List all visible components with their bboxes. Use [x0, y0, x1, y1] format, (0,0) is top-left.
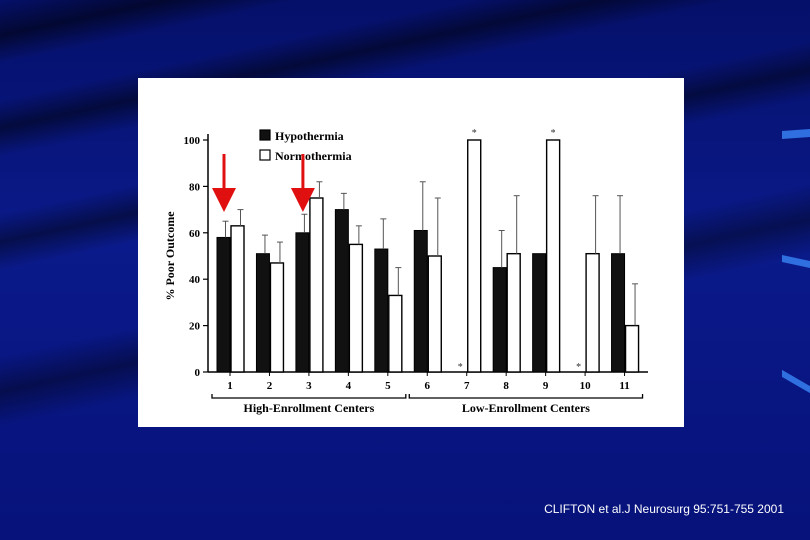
- normothermia-bar: [624, 324, 640, 373]
- hypothermia-bar: [492, 267, 507, 373]
- x-tick-label: 4: [346, 380, 352, 392]
- zero-value-asterisk: *: [458, 362, 463, 373]
- y-tick-label: 100: [184, 135, 201, 147]
- hypothermia-bar: [334, 209, 349, 373]
- normothermia-bar: [388, 294, 403, 373]
- decorative-bar: [782, 255, 810, 268]
- group-bracket: [211, 394, 407, 399]
- decorative-bar: [782, 369, 810, 394]
- decorative-bar: [782, 129, 810, 139]
- normothermia-bar: [348, 243, 364, 373]
- citation: CLIFTON et al.J Neurosurg 95:751-755 200…: [544, 502, 784, 516]
- x-tick-label: 6: [425, 380, 431, 392]
- chart-panel: 0 20 40 60 80 100% Poor Outcome 1 2 3 4 5 6 * 7 8 9 * 10 1…: [138, 78, 684, 427]
- y-tick-label: 40: [189, 274, 201, 286]
- significance-asterisk: *: [472, 128, 477, 139]
- x-tick-label: 7: [464, 380, 470, 392]
- hypothermia-bar: [255, 253, 270, 373]
- normothermia-bar: [585, 252, 600, 373]
- normothermia-bar: [467, 139, 482, 373]
- x-tick-label: 9: [543, 380, 549, 392]
- hypothermia-bar: [413, 229, 428, 373]
- significance-asterisk: *: [551, 128, 556, 139]
- hypothermia-bar: [611, 253, 626, 373]
- x-tick-label: 3: [306, 380, 312, 392]
- normothermia-bar: [230, 225, 245, 373]
- group-label: Low-Enrollment Centers: [462, 401, 590, 415]
- legend-swatch-hypothermia: [259, 129, 271, 141]
- x-tick-label: 1: [227, 380, 233, 392]
- hypothermia-bar: [532, 253, 547, 373]
- normothermia-bar: [545, 139, 561, 373]
- normothermia-bar: [427, 255, 442, 373]
- legend-label: Hypothermia: [275, 129, 344, 143]
- x-tick-label: 10: [580, 380, 592, 392]
- normothermia-bar: [309, 197, 324, 373]
- hypothermia-bar: [216, 236, 231, 373]
- normothermia-bar: [506, 252, 521, 373]
- normothermia-bar: [269, 262, 285, 373]
- x-tick-label: 2: [267, 380, 273, 392]
- group-bracket: [408, 394, 644, 399]
- zero-value-asterisk: *: [576, 362, 581, 373]
- hypothermia-bar: [374, 248, 389, 373]
- hypothermia-bar: [295, 232, 310, 373]
- y-tick-label: 80: [189, 181, 201, 193]
- x-tick-label: 11: [619, 380, 629, 392]
- group-label: High-Enrollment Centers: [244, 401, 375, 415]
- x-tick-label: 8: [503, 380, 509, 392]
- legend-label: Normothermia: [275, 149, 352, 163]
- y-tick-label: 20: [189, 321, 201, 333]
- y-tick-label: 60: [189, 228, 201, 240]
- legend-swatch-normothermia: [259, 149, 271, 161]
- x-tick-label: 5: [385, 380, 391, 392]
- y-axis-label: % Poor Outcome: [163, 211, 177, 301]
- y-tick-label: 0: [195, 367, 201, 379]
